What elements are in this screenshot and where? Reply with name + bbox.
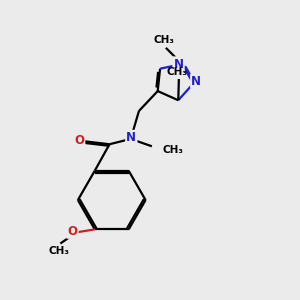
Text: N: N [126,131,136,144]
Text: CH₃: CH₃ [162,145,183,155]
Text: CH₃: CH₃ [167,67,188,77]
Text: O: O [74,134,84,147]
Text: O: O [68,225,77,238]
Text: CH₃: CH₃ [154,35,175,46]
Text: N: N [173,58,184,70]
Text: N: N [191,75,201,88]
Text: CH₃: CH₃ [48,246,69,256]
